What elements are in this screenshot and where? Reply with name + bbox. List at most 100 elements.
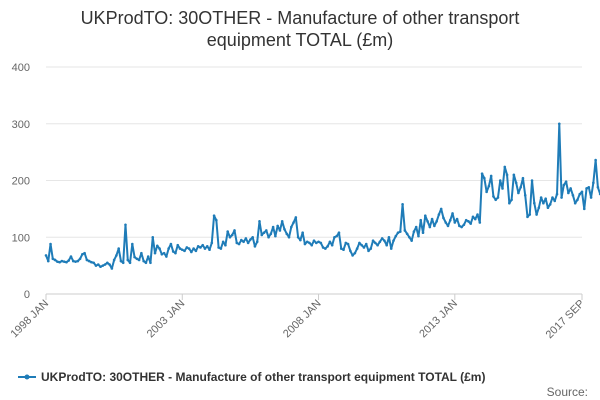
data-point[interactable]: [185, 246, 189, 249]
data-point[interactable]: [489, 174, 493, 178]
data-point[interactable]: [267, 235, 270, 239]
data-point[interactable]: [158, 247, 161, 250]
data-point[interactable]: [67, 259, 71, 262]
data-point[interactable]: [140, 251, 143, 255]
data-point[interactable]: [460, 225, 463, 229]
data-point[interactable]: [494, 198, 497, 202]
data-point[interactable]: [585, 187, 588, 190]
data-point[interactable]: [199, 246, 202, 249]
data-point[interactable]: [414, 225, 418, 229]
data-point[interactable]: [205, 245, 209, 248]
data-point[interactable]: [160, 252, 164, 256]
data-point[interactable]: [174, 251, 177, 255]
data-point[interactable]: [135, 257, 139, 261]
data-point[interactable]: [144, 261, 148, 265]
data-point[interactable]: [128, 261, 132, 265]
data-point[interactable]: [403, 229, 407, 232]
data-point[interactable]: [519, 186, 522, 189]
data-point[interactable]: [389, 247, 393, 250]
data-point[interactable]: [255, 240, 259, 244]
data-point[interactable]: [321, 246, 325, 249]
data-point[interactable]: [171, 250, 175, 253]
data-point[interactable]: [292, 221, 295, 224]
data-point[interactable]: [58, 260, 61, 264]
data-point[interactable]: [165, 255, 168, 258]
data-point[interactable]: [555, 192, 559, 196]
data-point[interactable]: [226, 230, 229, 233]
data-point[interactable]: [283, 228, 286, 231]
data-point[interactable]: [240, 238, 243, 242]
data-point[interactable]: [473, 217, 477, 221]
data-point[interactable]: [326, 245, 329, 248]
data-point[interactable]: [137, 258, 141, 262]
data-point[interactable]: [246, 241, 250, 245]
data-point[interactable]: [242, 240, 245, 244]
data-point[interactable]: [505, 173, 509, 177]
data-point[interactable]: [142, 259, 145, 263]
data-point[interactable]: [528, 213, 532, 216]
data-point[interactable]: [219, 247, 223, 250]
data-point[interactable]: [190, 250, 193, 254]
data-point[interactable]: [258, 220, 261, 223]
data-point[interactable]: [81, 252, 84, 256]
data-point[interactable]: [408, 235, 411, 239]
data-point[interactable]: [212, 214, 216, 217]
data-point[interactable]: [464, 218, 468, 222]
data-point[interactable]: [378, 240, 382, 244]
data-point[interactable]: [546, 206, 550, 210]
data-point[interactable]: [562, 183, 566, 187]
data-point[interactable]: [333, 235, 336, 239]
data-point[interactable]: [399, 230, 402, 233]
data-point[interactable]: [444, 221, 448, 224]
data-point[interactable]: [274, 234, 277, 238]
data-point[interactable]: [576, 198, 579, 202]
data-point[interactable]: [476, 213, 479, 216]
data-point[interactable]: [271, 225, 275, 229]
data-point[interactable]: [560, 196, 563, 199]
data-point[interactable]: [453, 221, 457, 224]
data-point[interactable]: [419, 218, 423, 222]
data-point[interactable]: [56, 260, 59, 263]
data-point[interactable]: [308, 241, 311, 245]
data-point[interactable]: [299, 238, 302, 242]
data-point[interactable]: [78, 257, 82, 261]
data-point[interactable]: [530, 179, 534, 182]
data-point[interactable]: [46, 259, 50, 263]
data-point[interactable]: [44, 254, 48, 257]
data-point[interactable]: [573, 201, 577, 205]
data-point[interactable]: [60, 259, 64, 263]
data-point[interactable]: [265, 229, 268, 232]
data-point[interactable]: [551, 196, 554, 199]
data-point[interactable]: [385, 243, 388, 247]
data-point[interactable]: [215, 218, 218, 222]
data-point[interactable]: [589, 196, 593, 199]
data-point[interactable]: [587, 186, 591, 189]
data-point[interactable]: [442, 216, 445, 220]
data-point[interactable]: [451, 212, 454, 215]
data-point[interactable]: [369, 247, 373, 250]
data-point[interactable]: [149, 261, 152, 265]
data-point[interactable]: [421, 231, 425, 235]
data-point[interactable]: [224, 243, 227, 247]
data-point[interactable]: [176, 243, 180, 247]
data-point[interactable]: [162, 251, 166, 255]
data-point[interactable]: [112, 258, 116, 262]
data-point[interactable]: [594, 158, 597, 162]
legend-series-label[interactable]: UKProdTO: 30OTHER - Manufacture of other…: [41, 370, 485, 384]
data-point[interactable]: [410, 239, 413, 242]
data-point[interactable]: [90, 260, 93, 264]
data-point[interactable]: [337, 231, 341, 235]
data-point[interactable]: [371, 239, 375, 242]
data-point[interactable]: [103, 263, 107, 266]
data-point[interactable]: [367, 249, 370, 253]
data-point[interactable]: [376, 243, 379, 247]
data-point[interactable]: [480, 172, 484, 175]
data-point[interactable]: [233, 229, 236, 232]
data-point[interactable]: [553, 199, 557, 203]
data-point[interactable]: [117, 247, 120, 250]
data-point[interactable]: [392, 239, 395, 242]
data-point[interactable]: [405, 232, 409, 236]
data-point[interactable]: [119, 259, 123, 263]
data-point[interactable]: [483, 176, 486, 180]
data-point[interactable]: [435, 220, 438, 223]
